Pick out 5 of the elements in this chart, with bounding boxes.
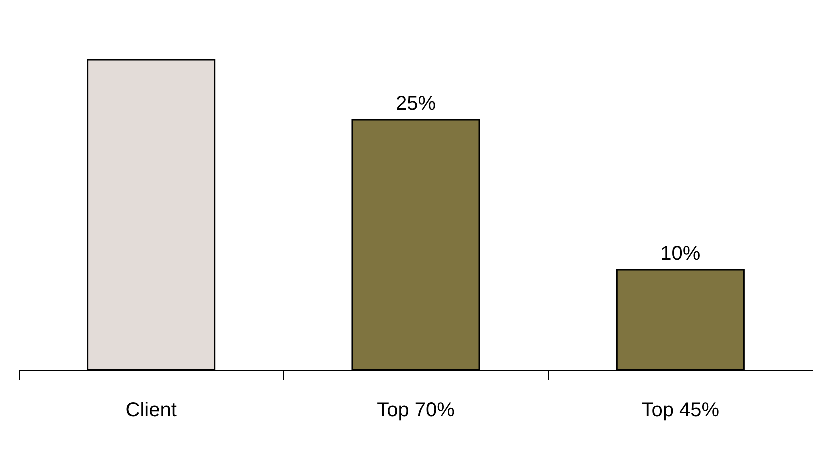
x-tick-label: Client [126, 400, 178, 422]
x-tick-label: Top 70% [377, 400, 456, 422]
data-label: 25% [396, 93, 436, 115]
x-tick-label: Top 45% [642, 400, 720, 422]
data-label: 10% [660, 243, 701, 265]
